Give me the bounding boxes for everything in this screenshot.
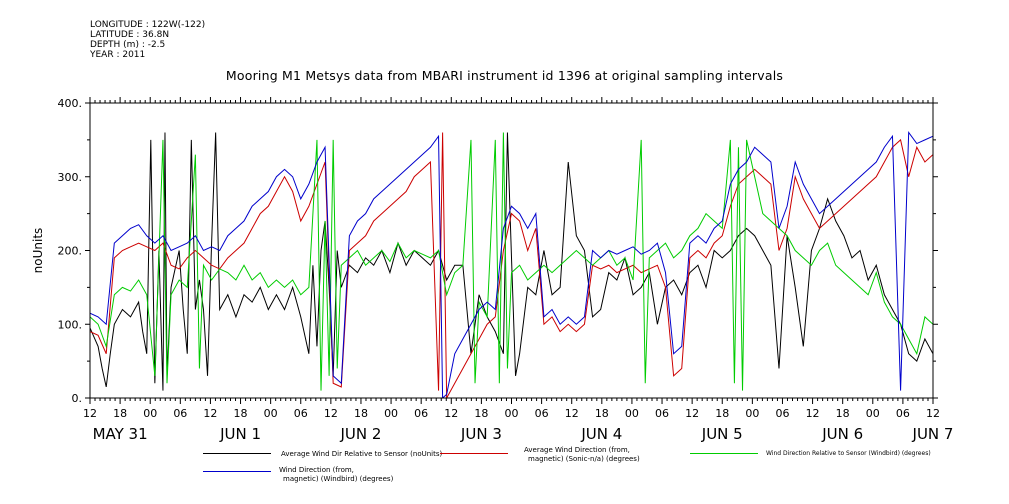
x-date-label: JUN 5 (701, 425, 743, 443)
x-hour-label: 06 (535, 407, 549, 420)
x-hour-label: 18 (595, 407, 609, 420)
x-date-label: JUN 1 (219, 425, 261, 443)
x-hour-label: 12 (324, 407, 338, 420)
x-hour-label: 18 (715, 407, 729, 420)
x-hour-label: 18 (113, 407, 127, 420)
x-hour-label: 00 (625, 407, 639, 420)
longitude-label: LONGITUDE : 122W(-122) (90, 20, 206, 30)
chart-title: Mooring M1 Metsys data from MBARI instru… (225, 68, 784, 83)
x-date-label: JUN 2 (339, 425, 381, 443)
x-date-label: JUN 4 (580, 425, 622, 443)
x-hour-label: 06 (414, 407, 428, 420)
series-sonic-magnetic (90, 132, 933, 398)
x-date-label: JUN 6 (821, 425, 863, 443)
x-hour-label: 18 (474, 407, 488, 420)
x-hour-label: 00 (505, 407, 519, 420)
x-date-label: MAY 31 (93, 425, 148, 443)
x-hour-label: 06 (896, 407, 910, 420)
series-relative-sensor (90, 132, 933, 391)
latitude-label: LATITUDE : 36.8N (90, 30, 170, 40)
depth-label: DEPTH (m) : -2.5 (90, 40, 166, 50)
x-hour-label: 06 (775, 407, 789, 420)
x-hour-label: 12 (203, 407, 217, 420)
x-hour-label: 06 (655, 407, 669, 420)
x-hour-label: 00 (143, 407, 157, 420)
y-tick-label: 0. (72, 392, 83, 405)
y-tick-label: 300. (58, 171, 83, 184)
x-hour-label: 00 (264, 407, 278, 420)
x-date-label: JUN 3 (460, 425, 502, 443)
series-windbird-relative (90, 132, 933, 391)
x-hour-label: 12 (926, 407, 940, 420)
x-hour-label: 06 (173, 407, 187, 420)
y-tick-label: 400. (58, 97, 83, 110)
metadata-block: LONGITUDE : 122W(-122) LATITUDE : 36.8N … (90, 20, 205, 60)
x-hour-label: 00 (384, 407, 398, 420)
x-hour-label: 00 (745, 407, 759, 420)
x-hour-label: 18 (234, 407, 248, 420)
x-hour-label: 12 (565, 407, 579, 420)
x-hour-label: 12 (806, 407, 820, 420)
y-tick-label: 100. (58, 318, 83, 331)
year-label: YEAR : 2011 (90, 50, 146, 60)
x-hour-label: 18 (836, 407, 850, 420)
x-hour-label: 12 (444, 407, 458, 420)
x-date-label: JUN 7 (912, 425, 954, 443)
x-hour-label: 06 (294, 407, 308, 420)
x-hour-label: 18 (354, 407, 368, 420)
x-hour-label: 00 (866, 407, 880, 420)
y-axis-label: noUnits (31, 228, 45, 274)
y-tick-label: 200. (58, 245, 83, 258)
x-hour-label: 12 (83, 407, 97, 420)
series-windbird-magnetic (90, 131, 933, 398)
x-hour-label: 12 (685, 407, 699, 420)
